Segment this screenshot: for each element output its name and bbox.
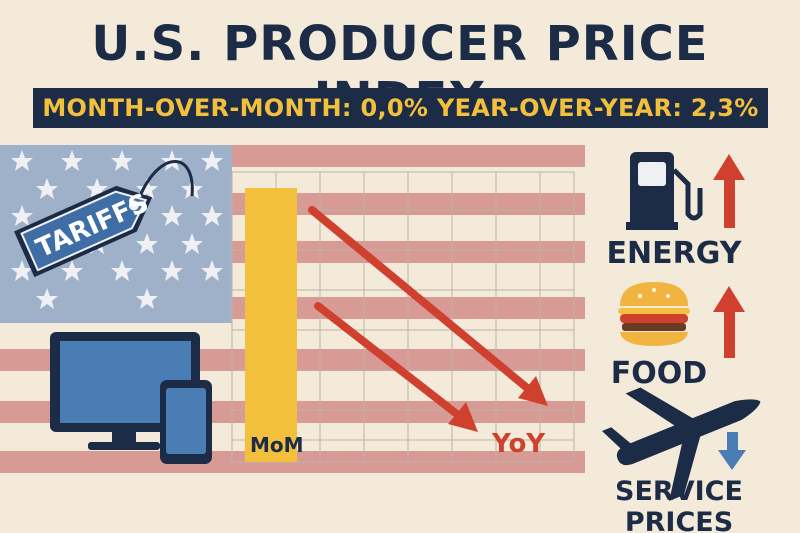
service-down-arrow-icon — [718, 432, 746, 470]
burger-icon — [618, 282, 690, 346]
service-prices-label: SERVICE PRICES — [615, 476, 743, 533]
stats-banner-text: MONTH-OVER-MONTH: 0,0% YEAR-OVER-YEAR: 2… — [42, 94, 759, 122]
yoy-arrow-upper — [308, 206, 548, 406]
price-tag-icon: TARIFFS — [14, 160, 194, 278]
mom-bar — [245, 188, 297, 462]
yoy-label: YoY — [491, 429, 546, 459]
stats-banner: MONTH-OVER-MONTH: 0,0% YEAR-OVER-YEAR: 2… — [33, 88, 768, 128]
yoy-arrow-lower — [314, 302, 478, 432]
smartphone-icon — [160, 380, 212, 464]
fuel-pump-icon — [626, 152, 703, 230]
food-up-arrow-icon — [713, 286, 745, 358]
mom-label: MoM — [250, 433, 304, 457]
airplane-icon — [601, 387, 761, 502]
food-label: FOOD — [610, 356, 708, 391]
energy-up-arrow-icon — [713, 154, 745, 228]
energy-label: ENERGY — [606, 236, 742, 271]
